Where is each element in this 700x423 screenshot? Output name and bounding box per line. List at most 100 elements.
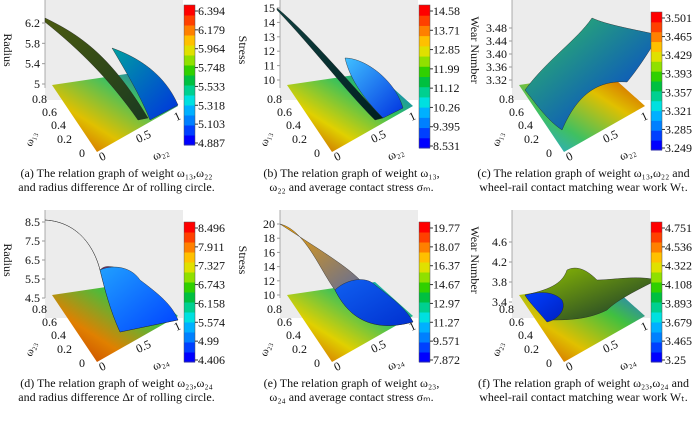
colorbar-swatch xyxy=(184,352,195,363)
colorbar-label: 5.103 xyxy=(198,117,225,131)
z-tick-label: 5 xyxy=(34,77,40,91)
y-axis-label: ω₁₃ xyxy=(258,130,274,148)
y-tick-label: 0.4 xyxy=(518,118,533,132)
colorbar-label: 16.37 xyxy=(433,259,460,273)
y-axis-label: ω₁₃ xyxy=(23,130,39,148)
x-tick-label: 1 xyxy=(172,109,183,124)
colorbar-label: 14.58 xyxy=(433,4,460,18)
x-tick-label: 0 xyxy=(564,359,575,374)
colorbar-label: 7.872 xyxy=(433,353,460,367)
y-tick-label: 0.6 xyxy=(42,105,57,119)
colorbar-swatch xyxy=(184,222,195,233)
colorbar-label: 6.158 xyxy=(198,296,225,310)
y-tick-label: 0.4 xyxy=(51,328,66,342)
colorbar-label: 3.465 xyxy=(665,30,692,44)
colorbar-swatch xyxy=(651,292,662,303)
y-tick-label: 0.2 xyxy=(292,342,307,356)
colorbar-swatch xyxy=(651,110,662,121)
colorbar-label: 4.406 xyxy=(198,353,225,367)
x-tick-label: 1 xyxy=(172,319,183,334)
z-tick-label: 13 xyxy=(263,30,275,44)
caption-line: ω₂₂ and average contact stress σₘ. xyxy=(269,180,434,194)
chart-panel-e: 10 12 14 16 18 20 Stress 0 0.2 0.4 0.6 0.8 ω₂₃ 0 0.5 1 ω… xyxy=(235,210,468,420)
colorbar-swatch xyxy=(184,262,195,273)
y-tick-label: 0.8 xyxy=(499,302,514,316)
colorbar-swatch xyxy=(651,222,662,233)
y-tick-label: 0.2 xyxy=(57,342,72,356)
colorbar-label: 6.743 xyxy=(198,278,225,292)
z-tick-label: 12 xyxy=(263,44,275,58)
y-tick-label: 0 xyxy=(79,146,85,160)
colorbar-swatch xyxy=(419,252,430,263)
colorbar-swatch xyxy=(651,12,662,23)
colorbar-label: 4.751 xyxy=(665,221,692,235)
chart-panel-a: 5 5.4 5.8 6.2 Radius 0 0.2 0.4 0.6 0.8 ω₁₃ 0 0.5 1 ω₂₂… xyxy=(0,0,233,210)
x-tick-label: 0.5 xyxy=(601,127,621,146)
colorbar-swatch xyxy=(419,222,430,233)
colorbar-swatch xyxy=(419,107,430,118)
colorbar-label: 4.887 xyxy=(198,136,225,150)
colorbar-label: 6.394 xyxy=(198,4,225,18)
chart-panel-c: 3.32 3.36 3.40 3.44 3.48 Wear Number 0 0.2 0.4 0.… xyxy=(467,0,700,210)
y-tick-label: 0.4 xyxy=(286,328,301,342)
z-axis-label: Wear Number xyxy=(468,226,482,293)
figure-caption: (d) The relation graph of weight ω₂₃,ω₂₄… xyxy=(0,376,233,404)
y-tick-label: 0.6 xyxy=(277,105,292,119)
colorbar-swatch xyxy=(419,272,430,283)
z-tick-label: 10 xyxy=(263,73,275,87)
y-axis-label: ω₂₃ xyxy=(258,340,274,358)
surface-plot: 4.5 5.5 6.5 7.5 8.5 Radius 0 0.20.40.60.8 ω₂₃ 0 0.… xyxy=(1,210,225,374)
z-tick-label: 3.8 xyxy=(492,275,507,289)
y-tick-label: 0.4 xyxy=(286,118,301,132)
z-tick-label: 3.36 xyxy=(486,60,507,74)
surface-plot: 5 5.4 5.8 6.2 Radius 0 0.20.40.60.8 ω₁₃ 0 0.5 1 ω₂₂… xyxy=(1,0,225,164)
chart-panel-d: 4.5 5.5 6.5 7.5 8.5 Radius 0 0.2 0.4 0.6 0.8 ω₂₃ 0 0.… xyxy=(0,210,233,420)
colorbar xyxy=(650,11,663,151)
colorbar-swatch xyxy=(651,352,662,363)
x-tick-label: 1 xyxy=(407,109,418,124)
x-tick-label: 0 xyxy=(332,359,343,374)
y-tick-label: 0.6 xyxy=(509,105,524,119)
colorbar-label: 3.393 xyxy=(665,67,692,81)
caption-line: (d) The relation graph of weight ω₂₃,ω₂₄ xyxy=(20,376,213,390)
response-surface xyxy=(276,7,384,121)
z-tick-label: 5.5 xyxy=(25,272,40,286)
colorbar-swatch xyxy=(419,76,430,88)
colorbar-label: 11.12 xyxy=(433,81,460,95)
x-axis-label: ω₂₂ xyxy=(150,144,171,164)
colorbar-label: 11.99 xyxy=(433,62,460,76)
colorbar-swatch xyxy=(184,272,195,283)
colorbar-swatch xyxy=(184,232,195,243)
colorbar-label: 3.321 xyxy=(665,104,692,118)
colorbar-swatch xyxy=(184,35,195,46)
colorbar-swatch xyxy=(419,242,430,253)
caption-line: and radius difference Δr of rolling circ… xyxy=(18,390,215,404)
colorbar-label: 3.249 xyxy=(665,141,692,155)
colorbar-swatch xyxy=(419,45,430,57)
colorbar-swatch xyxy=(184,85,195,96)
colorbar xyxy=(418,221,431,363)
colorbar-swatch xyxy=(419,127,430,139)
z-tick-label: 10 xyxy=(263,288,275,302)
colorbar-swatch xyxy=(419,342,430,353)
z-axis-label: Wear Number xyxy=(468,16,482,83)
response-surface xyxy=(334,279,414,326)
figure-caption: (c) The relation graph of weight ω₁₃,ω₂₂… xyxy=(467,166,700,194)
z-tick-label: 4.5 xyxy=(25,291,40,305)
y-tick-label: 0.8 xyxy=(32,302,47,316)
z-axis-label: Stress xyxy=(236,36,250,65)
colorbar-label: 3.357 xyxy=(665,85,692,99)
y-tick-label: 0.8 xyxy=(267,92,282,106)
response-surface xyxy=(524,17,660,131)
y-tick-label: 0.2 xyxy=(292,132,307,146)
colorbar-swatch xyxy=(184,5,195,16)
y-tick-label: 0.4 xyxy=(518,328,533,342)
figure-caption: (b) The relation graph of weight ω₁₃, ω₂₂… xyxy=(235,166,468,194)
colorbar-label: 5.533 xyxy=(198,79,225,93)
colorbar-swatch xyxy=(419,56,430,67)
z-tick-label: 5.8 xyxy=(25,36,40,50)
colorbar-label: 3.465 xyxy=(665,334,692,348)
colorbar-swatch xyxy=(651,242,662,253)
caption-line: (e) The relation graph of weight ω₂₃, xyxy=(263,376,440,390)
y-tick-label: 0.8 xyxy=(267,302,282,316)
